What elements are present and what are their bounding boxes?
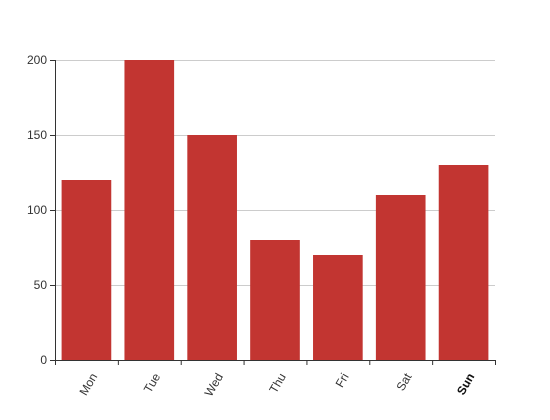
x-tick-label-sun: Sun	[454, 371, 477, 398]
x-tick-label-wed: Wed	[202, 371, 226, 399]
bar-fri[interactable]	[313, 255, 363, 360]
axes	[50, 60, 496, 365]
bars	[61, 60, 489, 360]
bar-thu[interactable]	[250, 240, 300, 360]
x-tick-label-sat: Sat	[393, 370, 414, 393]
y-tick-label: 50	[34, 278, 48, 292]
y-tick-label: 100	[27, 203, 47, 217]
y-tick-label: 0	[40, 353, 47, 367]
x-tick-label-fri: Fri	[333, 371, 352, 390]
bar-mon[interactable]	[61, 180, 112, 360]
y-tick-label: 150	[27, 128, 47, 142]
x-tick-label-tue: Tue	[141, 370, 163, 395]
bar-sat[interactable]	[375, 195, 426, 360]
x-tick-label-thu: Thu	[266, 371, 288, 396]
x-tick-label-mon: Mon	[77, 371, 101, 398]
bar-tue[interactable]	[124, 60, 175, 360]
y-tick-label: 200	[27, 53, 47, 67]
bar-sun[interactable]	[438, 165, 489, 360]
bar-wed[interactable]	[187, 135, 237, 360]
